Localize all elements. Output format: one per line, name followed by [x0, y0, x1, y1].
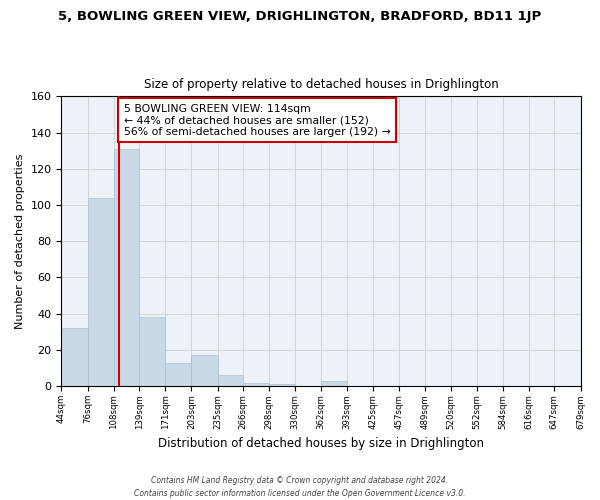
Text: 5, BOWLING GREEN VIEW, DRIGHLINGTON, BRADFORD, BD11 1JP: 5, BOWLING GREEN VIEW, DRIGHLINGTON, BRA… — [58, 10, 542, 23]
Title: Size of property relative to detached houses in Drighlington: Size of property relative to detached ho… — [143, 78, 499, 91]
Bar — [88, 198, 114, 386]
Bar — [165, 362, 191, 386]
X-axis label: Distribution of detached houses by size in Drighlington: Distribution of detached houses by size … — [158, 437, 484, 450]
Text: 5 BOWLING GREEN VIEW: 114sqm
← 44% of detached houses are smaller (152)
56% of s: 5 BOWLING GREEN VIEW: 114sqm ← 44% of de… — [124, 104, 390, 137]
Bar — [191, 356, 218, 386]
Bar — [61, 328, 88, 386]
Bar — [218, 376, 243, 386]
Bar — [322, 380, 347, 386]
Bar — [269, 384, 295, 386]
Text: Contains HM Land Registry data © Crown copyright and database right 2024.
Contai: Contains HM Land Registry data © Crown c… — [134, 476, 466, 498]
Bar — [243, 382, 269, 386]
Bar — [139, 318, 165, 386]
Bar — [114, 149, 139, 386]
Y-axis label: Number of detached properties: Number of detached properties — [15, 154, 25, 329]
Bar — [581, 384, 600, 386]
